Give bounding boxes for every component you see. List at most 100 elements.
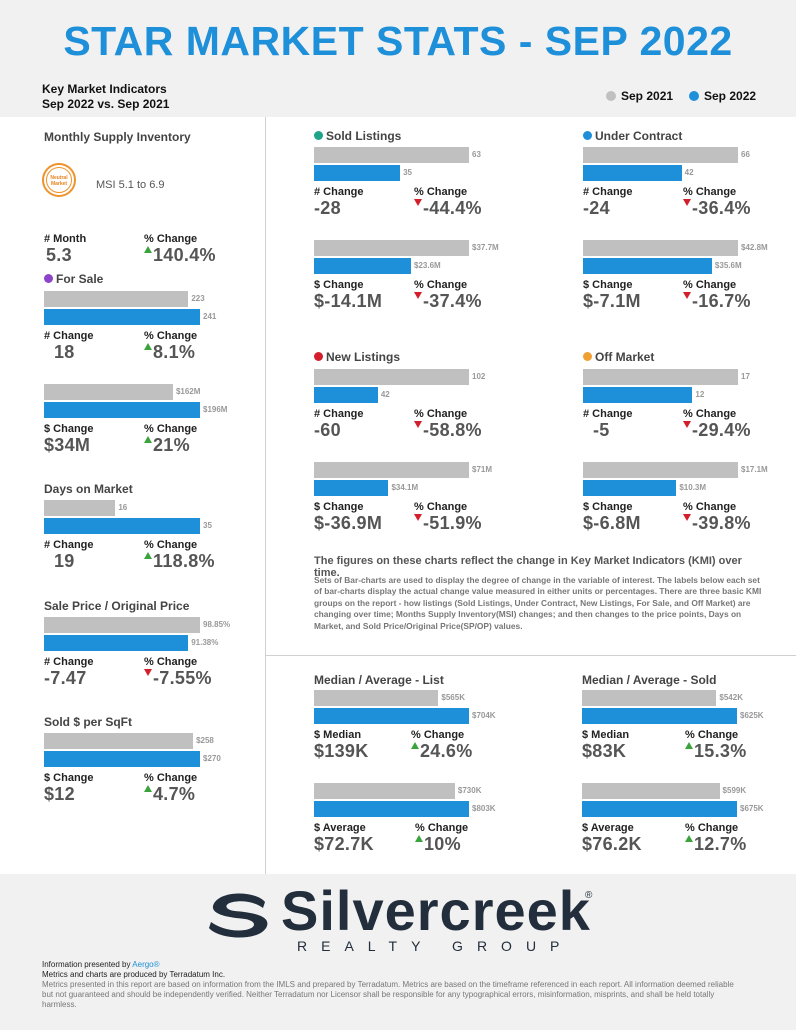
pct-change-text: -7.55% — [153, 668, 212, 688]
bar-sep-2022 — [314, 165, 401, 181]
pct-change-value: -16.7% — [683, 291, 751, 312]
chart-title-text: Median / Average - List — [314, 673, 444, 687]
change-value: 18 — [54, 342, 75, 362]
change-label: # Change — [314, 408, 364, 420]
bar-sep-2021 — [582, 783, 720, 799]
pct-change-label: % Change — [414, 408, 468, 420]
change-label: $ Average — [314, 822, 366, 834]
pct-change-value: 15.3% — [685, 741, 747, 762]
change-label: # Change — [583, 408, 633, 420]
down-arrow-icon — [683, 292, 691, 299]
pct-change-label: % Change — [414, 186, 468, 198]
down-arrow-icon — [683, 199, 691, 206]
neutral-market-badge-icon: Neutral Market — [42, 163, 76, 197]
bar-sep-2022 — [583, 387, 693, 403]
pct-change-label: % Change — [683, 186, 737, 198]
bar-value-label: 42 — [684, 168, 694, 177]
bar-value-label: $730K — [457, 786, 482, 795]
change-value: -24 — [583, 198, 610, 218]
pct-change-text: -58.8% — [423, 420, 482, 440]
msi-title: Monthly Supply Inventory — [44, 130, 191, 144]
bar-sep-2021 — [44, 733, 194, 749]
bar-value-label: $270 — [203, 754, 221, 763]
pct-change-value: 24.6% — [411, 741, 473, 762]
up-arrow-icon — [144, 785, 152, 792]
bar-sep-2021 — [44, 384, 173, 400]
bar-sep-2022 — [583, 480, 677, 496]
change-label: $ Change — [44, 772, 94, 784]
bar-value-label: 12 — [695, 390, 705, 399]
aergo-link[interactable]: Aergo® — [132, 960, 160, 969]
bar-value-label: 63 — [472, 150, 481, 159]
bar-value-label: 16 — [118, 503, 128, 512]
bar-value-label: $37.7M — [472, 243, 499, 252]
change-label: $ Change — [583, 279, 633, 291]
chart-title: Off Market — [583, 350, 654, 364]
bar-value-label: $704K — [472, 711, 496, 720]
change-label: $ Median — [314, 729, 362, 741]
kmi-line-2: Sep 2022 vs. Sep 2021 — [42, 97, 170, 111]
chart-title-text: For Sale — [56, 272, 104, 286]
chart-title-text: Sold $ per SqFt — [44, 715, 133, 729]
up-arrow-icon — [685, 742, 693, 749]
up-arrow-icon — [144, 552, 152, 559]
chart-title: New Listings — [314, 350, 400, 364]
up-arrow-icon — [144, 246, 152, 253]
msi-range: MSI 5.1 to 6.9 — [96, 179, 165, 191]
change-value: $12 — [44, 784, 75, 804]
pct-change-value: -58.8% — [414, 420, 482, 441]
bar-sep-2022 — [583, 165, 682, 181]
down-arrow-icon — [414, 292, 422, 299]
legend-dot-2022 — [689, 91, 699, 101]
change-label: $ Change — [314, 501, 364, 513]
change-value: 19 — [54, 551, 75, 571]
down-arrow-icon — [414, 514, 422, 521]
change-value: $-14.1M — [314, 291, 383, 311]
chart-title-text: Days on Market — [44, 482, 133, 496]
chart-title-text: Median / Average - Sold — [582, 673, 717, 687]
bar-value-label: $625K — [740, 711, 764, 720]
legend-label-2021: Sep 2021 — [621, 89, 674, 103]
up-arrow-icon — [411, 742, 419, 749]
logo-mark-icon — [209, 893, 268, 938]
chart-title: Under Contract — [583, 129, 682, 143]
pct-change-text: 21% — [153, 435, 190, 455]
bar-value-label: 35 — [203, 521, 212, 530]
category-dot-icon — [583, 352, 592, 361]
change-value: -7.47 — [44, 668, 87, 688]
chart-title: Median / Average - Sold — [582, 673, 716, 687]
bar-sep-2022 — [314, 480, 389, 496]
pct-change-value: -29.4% — [683, 420, 751, 441]
pct-change-value: -51.9% — [414, 513, 482, 534]
logo-subtitle: REALTY GROUP — [297, 938, 574, 954]
change-label: $ Median — [582, 729, 630, 741]
bar-value-label: 223 — [191, 294, 205, 303]
bar-sep-2022 — [44, 402, 200, 418]
pct-change-label: % Change — [415, 822, 469, 834]
bar-value-label: 98.85% — [203, 620, 231, 629]
bar-sep-2021 — [583, 240, 738, 256]
bar-sep-2022 — [582, 708, 737, 724]
bar-sep-2021 — [583, 147, 738, 163]
change-label: # Change — [314, 186, 364, 198]
bar-sep-2021 — [314, 369, 469, 385]
change-value: $-7.1M — [583, 291, 641, 311]
up-arrow-icon — [685, 835, 693, 842]
chart-title-text: Under Contract — [595, 129, 683, 143]
bar-value-label: 66 — [741, 150, 750, 159]
pct-change-text: -16.7% — [692, 291, 751, 311]
bar-sep-2021 — [582, 690, 717, 706]
pct-change-value: -36.4% — [683, 198, 751, 219]
pct-change-value: -7.55% — [144, 668, 212, 689]
bar-sep-2022 — [582, 801, 737, 817]
change-label: $ Change — [44, 423, 94, 435]
pct-change-text: 24.6% — [420, 741, 473, 761]
bar-value-label: 102 — [472, 372, 486, 381]
bar-sep-2021 — [583, 369, 738, 385]
legend-item-2021: Sep 2021 — [606, 89, 673, 103]
change-label: $ Change — [583, 501, 633, 513]
chart-title: For Sale — [44, 272, 103, 286]
pct-change-label: % Change — [683, 279, 737, 291]
change-value: $83K — [582, 741, 627, 761]
bar-sep-2021 — [44, 291, 189, 307]
